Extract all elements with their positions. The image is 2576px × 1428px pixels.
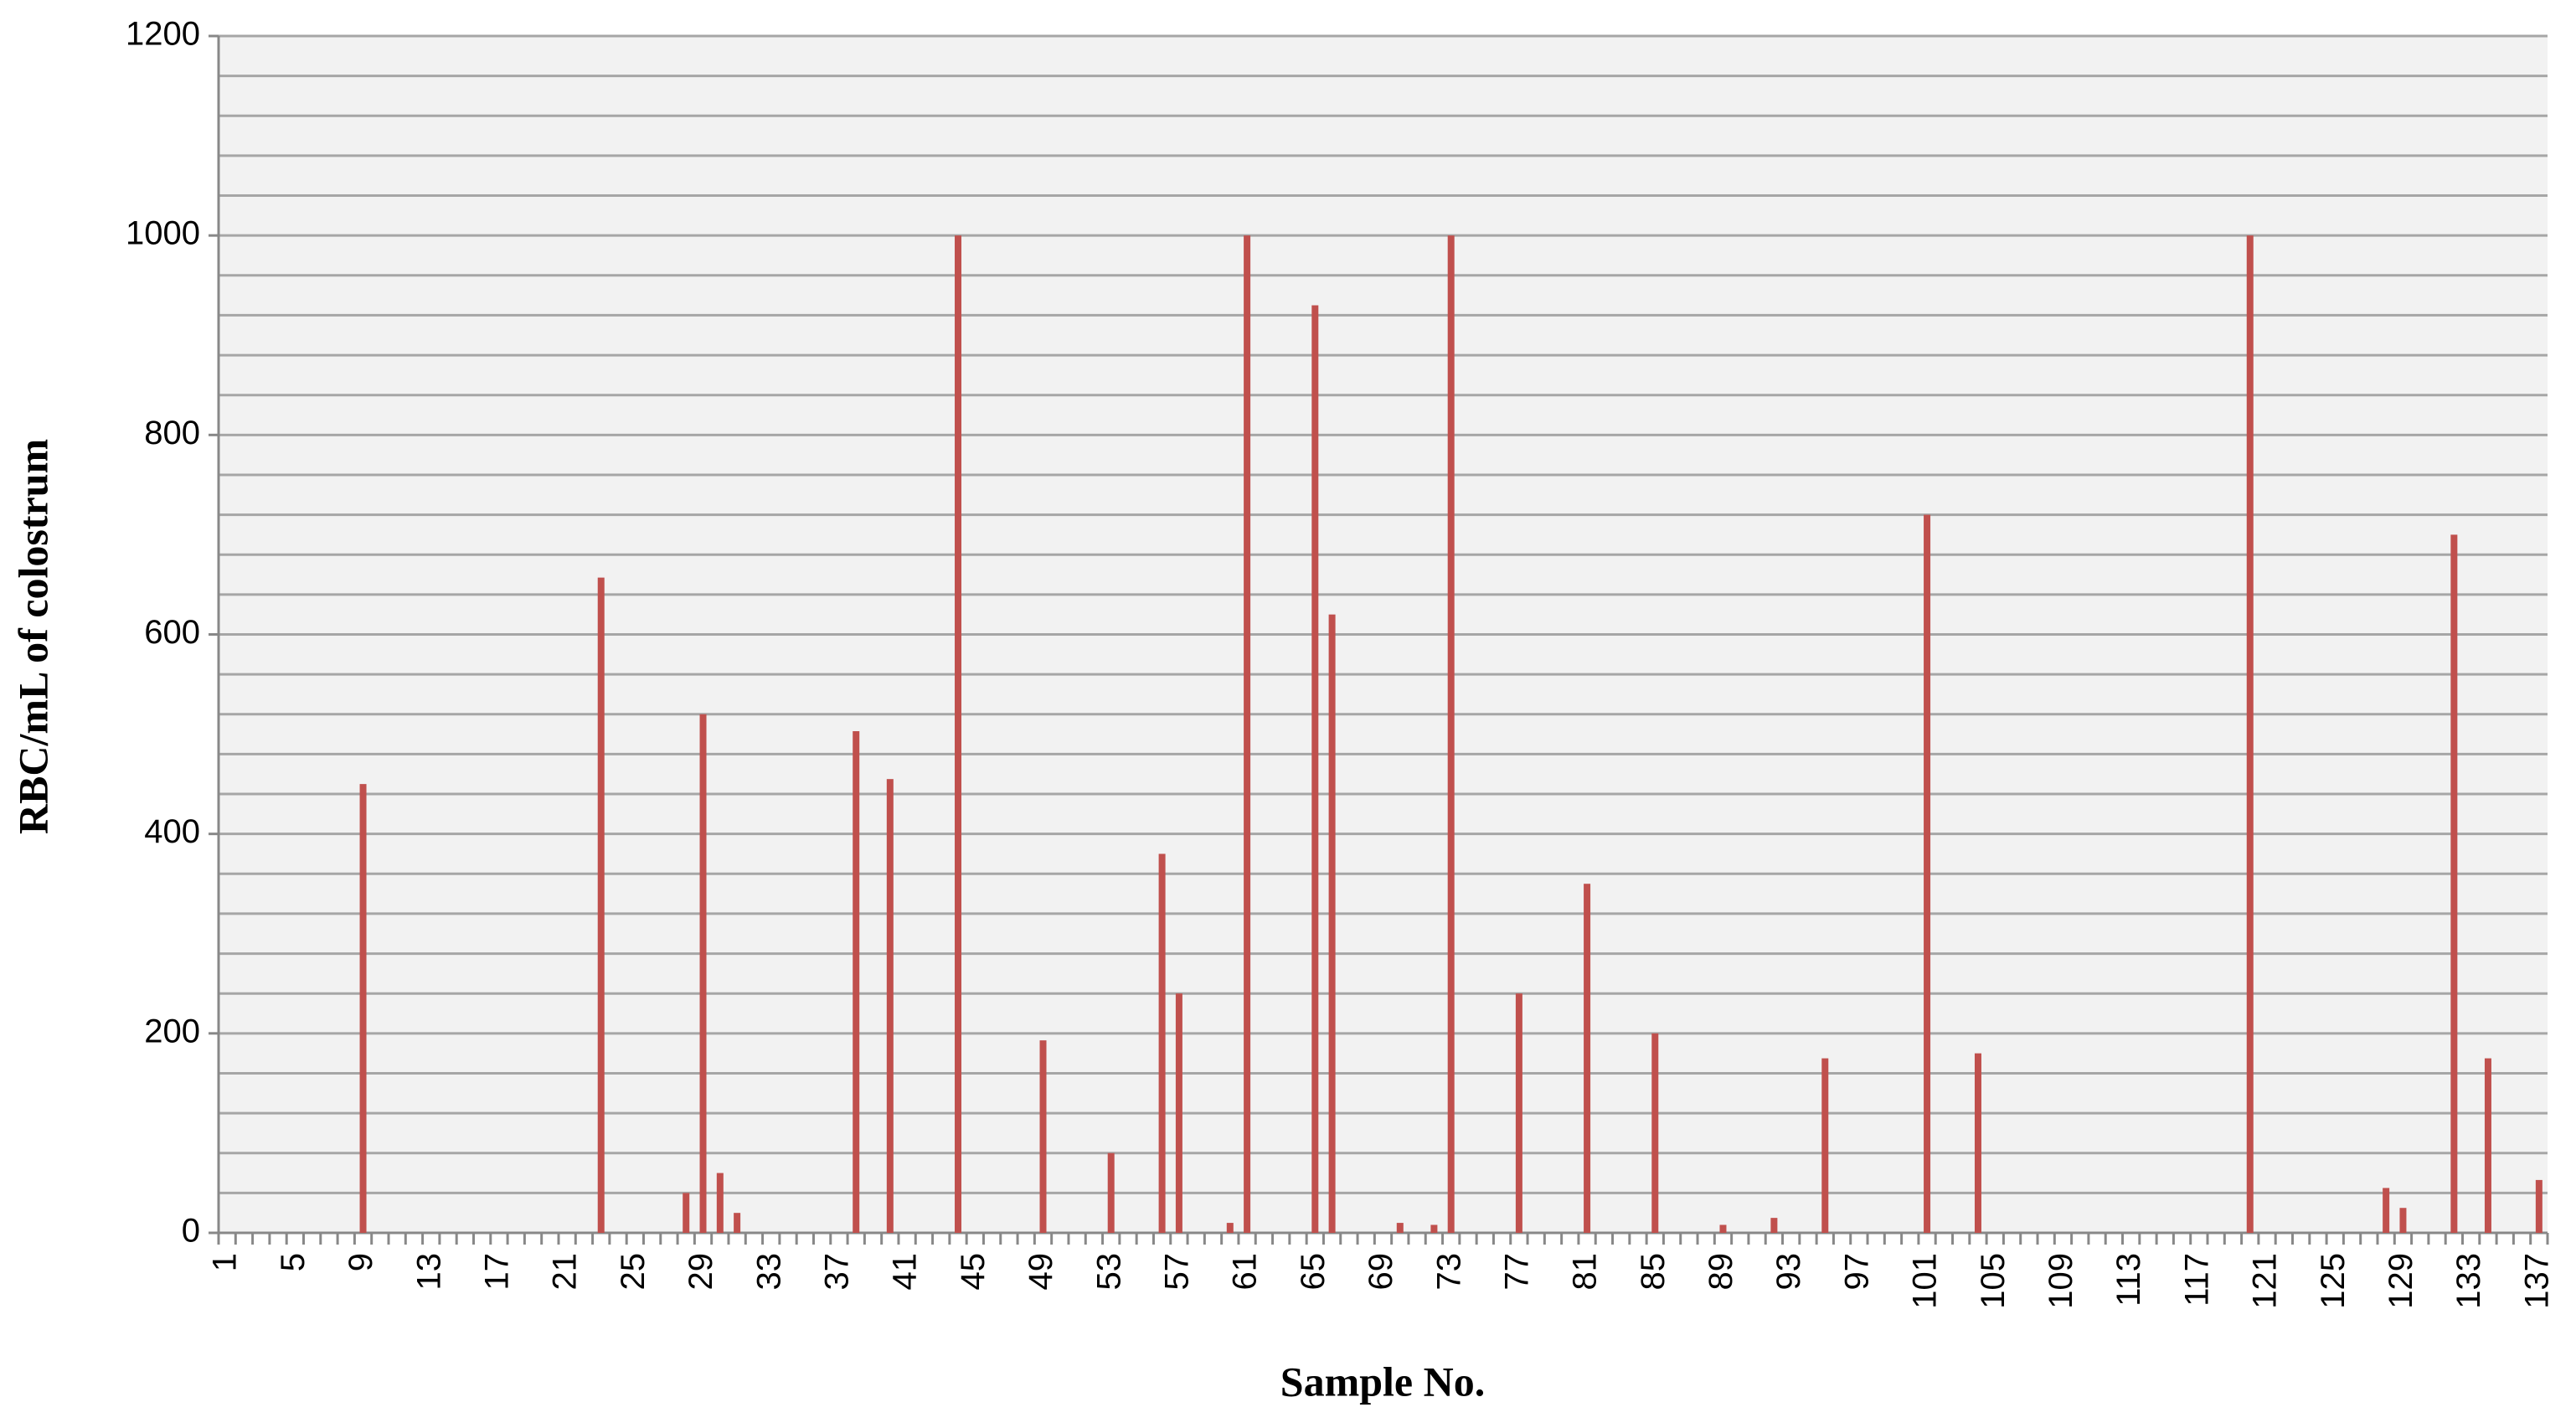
y-tick-label: 1000 (126, 215, 200, 252)
x-tick-label: 109 (2043, 1253, 2079, 1309)
bar (853, 731, 860, 1233)
x-tick-label: 21 (547, 1253, 584, 1291)
x-tick-label: 41 (887, 1253, 924, 1291)
x-tick-label: 53 (1090, 1253, 1127, 1291)
bar (1430, 1224, 1438, 1233)
x-tick-label: 25 (615, 1253, 652, 1291)
x-tick-label: 133 (2450, 1253, 2487, 1309)
bar (1821, 1058, 1829, 1233)
y-tick-label: 600 (144, 614, 200, 651)
bar (1924, 514, 1931, 1233)
x-tick-label: 97 (1838, 1253, 1875, 1291)
x-tick-label: 37 (818, 1253, 855, 1291)
bar (1974, 1053, 1981, 1233)
bar (734, 1213, 741, 1233)
x-tick-label: 101 (1907, 1253, 1944, 1309)
bar (359, 784, 367, 1233)
bar (2399, 1208, 2407, 1233)
y-tick-label: 400 (144, 813, 200, 850)
bar (1158, 853, 1166, 1233)
bar (955, 235, 962, 1234)
y-tick-label: 200 (144, 1013, 200, 1049)
bar (1515, 993, 1522, 1233)
bar (1311, 305, 1319, 1233)
x-tick-label: 65 (1295, 1253, 1332, 1291)
bar (1584, 884, 1591, 1233)
bar (1107, 1152, 1115, 1233)
bar (1396, 1223, 1404, 1233)
bar (2535, 1179, 2543, 1233)
y-tick-label: 1200 (126, 16, 200, 53)
x-tick-label: 57 (1158, 1253, 1195, 1291)
x-tick-label: 121 (2247, 1253, 2284, 1309)
x-tick-label: 29 (683, 1253, 719, 1291)
x-tick-label: 33 (750, 1253, 787, 1291)
x-tick-label: 45 (955, 1253, 992, 1291)
x-tick-label: 77 (1498, 1253, 1535, 1291)
x-tick-label: 49 (1023, 1253, 1059, 1291)
bar (2450, 534, 2458, 1233)
bar (1770, 1218, 1778, 1233)
bar (1447, 235, 1455, 1234)
x-tick-label: 13 (410, 1253, 447, 1291)
bar (683, 1193, 690, 1233)
bar (1651, 1033, 1659, 1233)
x-tick-label: 105 (1975, 1253, 2012, 1309)
bar (1719, 1224, 1727, 1233)
bar (699, 714, 707, 1233)
x-tick-label: 1 (207, 1253, 244, 1271)
bar (1175, 993, 1182, 1233)
bar (716, 1173, 724, 1233)
x-tick-label: 17 (479, 1253, 516, 1291)
bar (1226, 1223, 1234, 1233)
x-tick-label: 69 (1363, 1253, 1399, 1291)
x-tick-label: 73 (1430, 1253, 1467, 1291)
y-axis-title: RBC/mL of colostrum (9, 439, 56, 834)
bar (2246, 235, 2254, 1234)
bar (597, 577, 605, 1233)
x-tick-label: 85 (1635, 1253, 1672, 1291)
bar (2383, 1188, 2390, 1233)
bar (1039, 1040, 1047, 1233)
x-tick-label: 81 (1567, 1253, 1604, 1291)
x-tick-label: 137 (2518, 1253, 2555, 1309)
x-tick-label: 117 (2178, 1253, 2215, 1307)
y-tick-label: 800 (144, 415, 200, 451)
bar (2484, 1058, 2491, 1233)
x-tick-label: 93 (1770, 1253, 1807, 1291)
bar (886, 779, 894, 1233)
x-tick-label: 61 (1227, 1253, 1264, 1291)
x-tick-label: 125 (2315, 1253, 2352, 1309)
bar (1244, 235, 1251, 1234)
y-tick-label: 0 (182, 1213, 200, 1250)
x-tick-label: 129 (2383, 1253, 2419, 1309)
x-tick-label: 5 (275, 1253, 312, 1271)
x-axis-title: Sample No. (1280, 1358, 1485, 1405)
bar (1328, 614, 1336, 1233)
x-tick-label: 113 (2110, 1253, 2147, 1307)
x-tick-label: 89 (1703, 1253, 1739, 1291)
x-tick-label: 9 (343, 1253, 379, 1271)
